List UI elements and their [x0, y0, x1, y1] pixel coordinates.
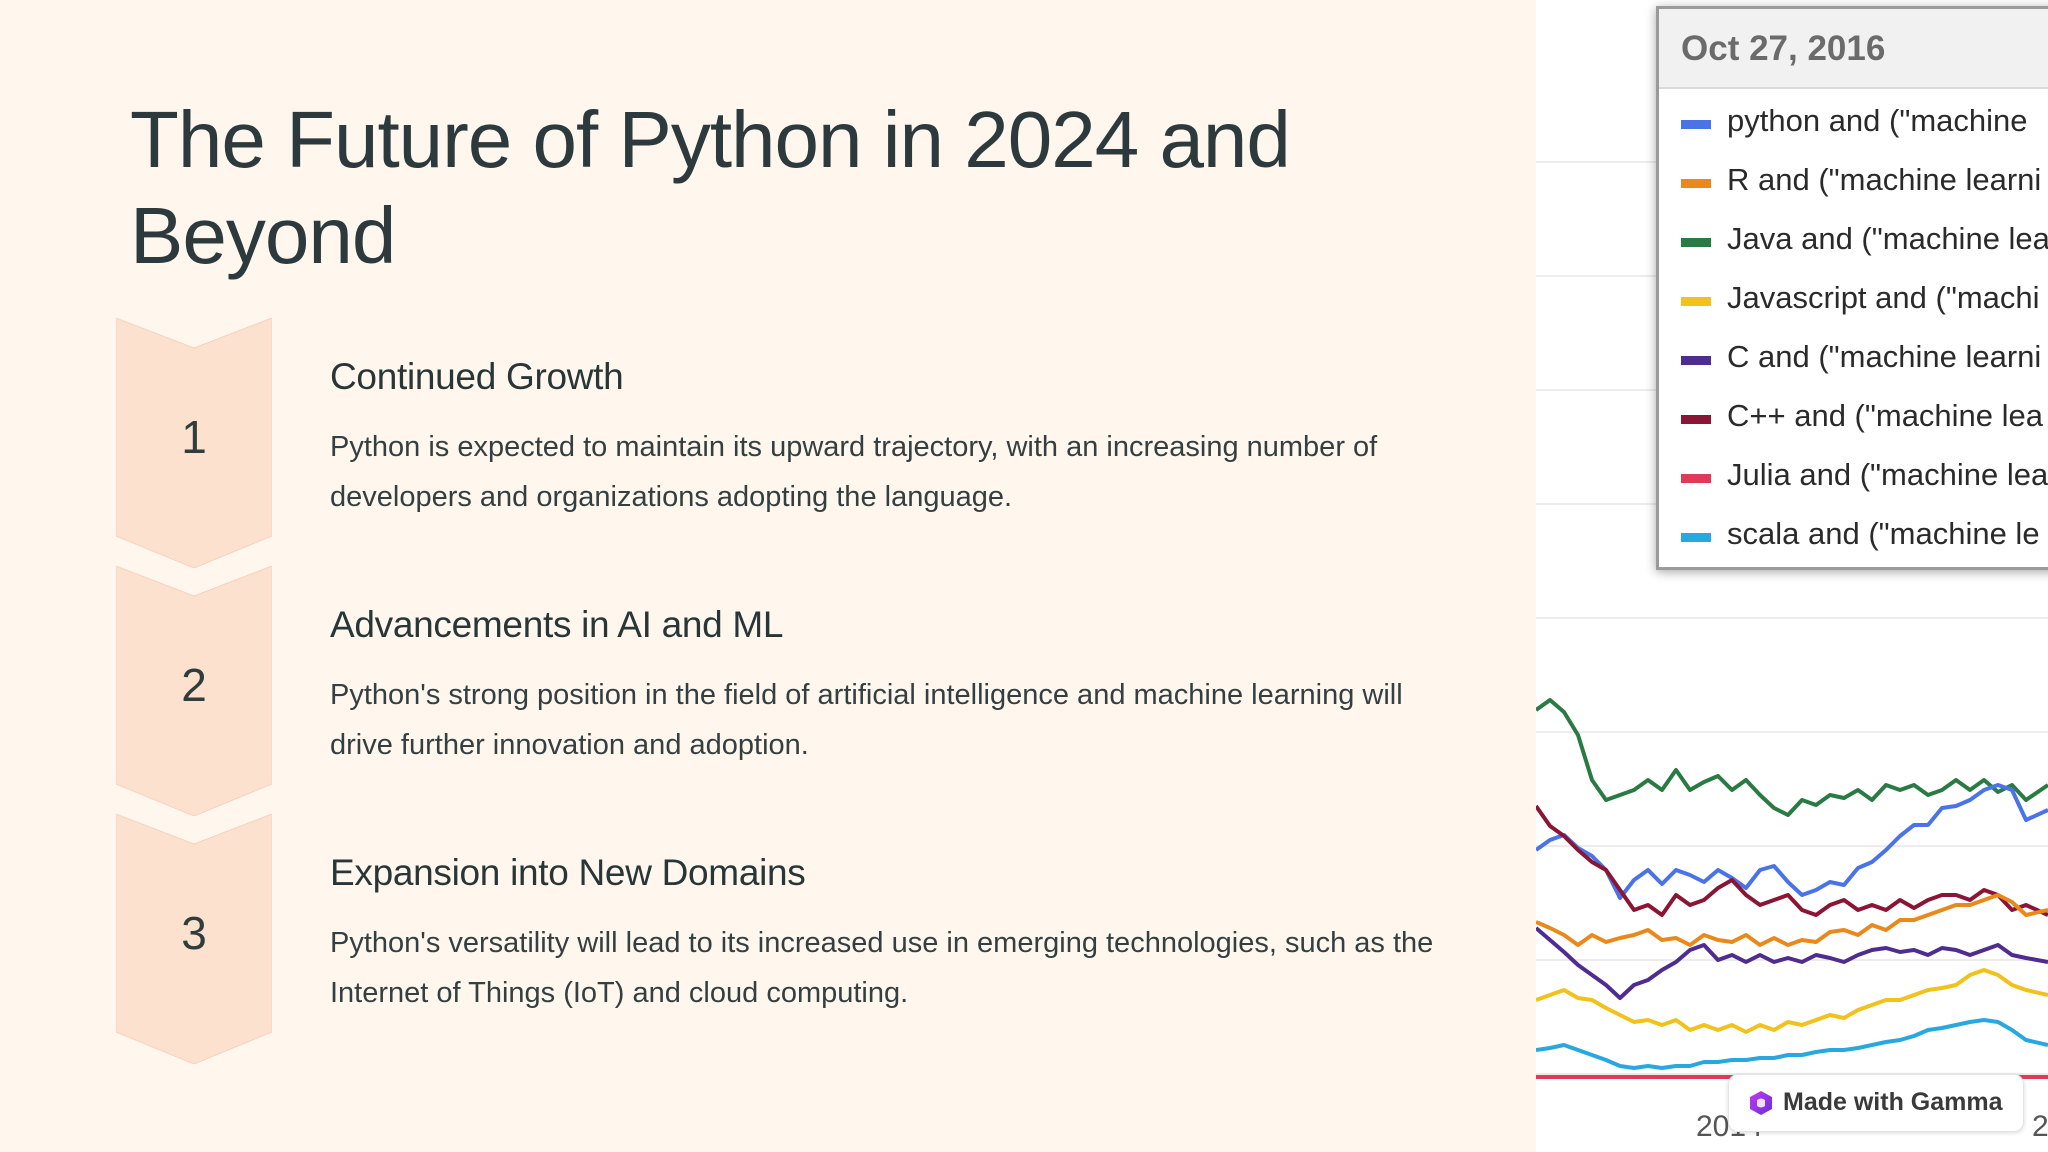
line-scala — [1536, 1018, 2048, 1070]
badge-label: Made with Gamma — [1783, 1088, 2003, 1116]
step-3-heading: Expansion into New Domains — [330, 852, 806, 893]
step-1-heading: Continued Growth — [330, 356, 624, 397]
line-java — [1536, 698, 2048, 817]
legend-swatch-icon — [1681, 297, 1711, 306]
legend-swatch-icon — [1681, 474, 1711, 483]
legend-swatch-icon — [1681, 120, 1711, 129]
step-2-number: 2 — [181, 659, 207, 711]
line-python — [1536, 783, 2048, 900]
tooltip-item-label: Julia and ("machine lea — [1727, 457, 2048, 492]
gamma-logo-icon — [1750, 1091, 1772, 1115]
line-r — [1536, 893, 2048, 947]
legend-swatch-icon — [1681, 238, 1711, 247]
tooltip-item-label: R and ("machine learni — [1727, 162, 2042, 197]
legend-swatch-icon — [1681, 415, 1711, 424]
step-3-chevron — [116, 814, 272, 1064]
step-1-body: Python is expected to maintain its upwar… — [330, 431, 1378, 513]
step-1: 1 Continued Growth Python is expected to… — [116, 318, 1466, 568]
step-3: 3 Expansion into New Domains Python's ve… — [116, 814, 1466, 1064]
tooltip-item-label: Java and ("machine lea — [1727, 221, 2048, 256]
legend-swatch-icon — [1681, 533, 1711, 542]
made-with-gamma-badge[interactable]: Made with Gamma — [1728, 1074, 2024, 1132]
line-cpp — [1536, 804, 2048, 917]
step-1-chevron — [116, 318, 272, 568]
step-3-number: 3 — [181, 907, 207, 959]
step-2-heading: Advancements in AI and ML — [330, 604, 784, 645]
tooltip-date: Oct 27, 2016 — [1681, 29, 1886, 68]
x-tick-next: 2 — [2032, 1110, 2048, 1143]
line-javascript — [1536, 968, 2048, 1034]
legend-swatch-icon — [1681, 179, 1711, 188]
step-3-body: Python's versatility will lead to its in… — [330, 927, 1434, 1009]
slide-title: The Future of Python in 2024 and Beyond — [130, 95, 1291, 280]
trend-chart-image: 2014 2 Oct 27, 2016 python and ("machine… — [1536, 0, 2048, 1152]
tooltip-item-label: Javascript and ("machi — [1727, 280, 2040, 315]
step-2-chevron — [116, 566, 272, 816]
chart-tooltip: Oct 27, 2016 python and ("machine R and … — [1656, 6, 2048, 570]
tooltip-item-label: C and ("machine learni — [1727, 339, 2042, 374]
line-c — [1536, 926, 2048, 1000]
step-2-body: Python's strong position in the field of… — [330, 679, 1403, 761]
tooltip-item-label: python and ("machine — [1727, 103, 2028, 138]
tooltip-date-header: Oct 27, 2016 — [1659, 9, 2048, 89]
step-2: 2 Advancements in AI and ML Python's str… — [116, 566, 1466, 816]
legend-swatch-icon — [1681, 356, 1711, 365]
step-1-number: 1 — [181, 411, 207, 463]
tooltip-item-label: scala and ("machine le — [1727, 516, 2040, 551]
tooltip-item-label: C++ and ("machine lea — [1727, 398, 2044, 433]
